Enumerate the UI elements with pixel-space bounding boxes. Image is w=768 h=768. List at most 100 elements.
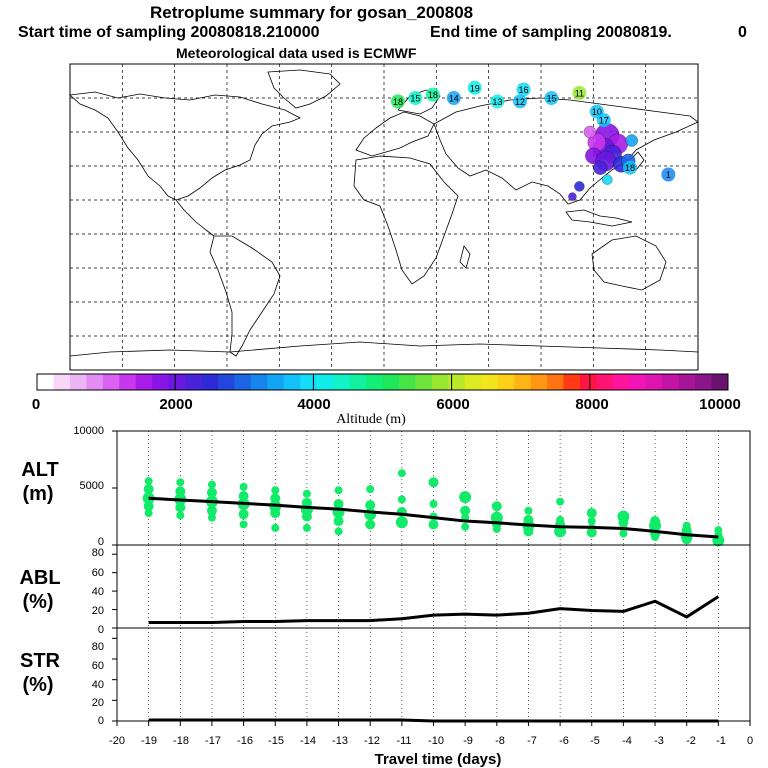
- x-tick: -7: [527, 735, 537, 747]
- x-tick: -2: [686, 735, 696, 747]
- colorbar-swatch: [464, 374, 482, 390]
- plume-day-label: 17: [599, 116, 609, 126]
- str-panel-label: STR: [20, 650, 61, 672]
- alt-percentile-point: [206, 505, 217, 516]
- colorbar-swatch: [547, 374, 564, 390]
- alt-y-ticks: 10000 5000 0: [73, 425, 104, 548]
- alt-percentile-point: [587, 517, 596, 526]
- alt-percentile-point: [429, 499, 438, 508]
- coast-australia: [591, 235, 667, 291]
- plume-day-marker: [596, 113, 611, 128]
- colorbar-tick-labels: 0 2000 4000 6000 8000 10000: [32, 396, 741, 413]
- alt-percentile-point: [333, 498, 344, 509]
- str-y-ticks: 80 60 40 20 0: [92, 641, 104, 727]
- colorbar-frame: [36, 373, 729, 391]
- coast-north-america: [69, 91, 301, 201]
- title-line-2-start: Start time of sampling 20080818.210000: [18, 24, 320, 41]
- colorbar-tick: 4000: [297, 396, 330, 413]
- colorbar-swatch: [579, 374, 597, 390]
- colorbar-swatch: [86, 374, 104, 390]
- colorbar-swatch: [349, 374, 367, 390]
- x-tick: -20: [109, 735, 125, 747]
- plume-day-marker: [513, 94, 528, 109]
- colorbar-swatch: [563, 374, 581, 390]
- title-line-3: Meteorological data used is ECMWF: [176, 45, 417, 61]
- alt-percentile-point: [175, 486, 186, 497]
- str-panel-frame: [116, 627, 751, 722]
- alt-percentile-point: [556, 497, 565, 506]
- coast-indonesia: [565, 209, 633, 227]
- title-line-2-end: End time of sampling 20080819.: [430, 24, 672, 41]
- plume-day-marker: [467, 80, 482, 95]
- plume-day-label: 18: [428, 90, 438, 100]
- abl-panel-label: ABL: [19, 567, 60, 589]
- x-tick: -14: [300, 735, 316, 747]
- x-tick: -15: [268, 735, 284, 747]
- plume-blob: [574, 181, 585, 192]
- alt-percentile-point: [586, 508, 597, 519]
- alt-percentile-point: [143, 484, 154, 495]
- str-y-tick: 40: [92, 679, 104, 691]
- x-axis-tick-labels: -20 -19 -18 -17 -16 -15 -14 -13 -12 -11 …: [109, 735, 753, 747]
- alt-percentile-point: [207, 513, 216, 522]
- alt-percentile-point: [301, 511, 312, 522]
- plume-day-marker: [490, 94, 505, 109]
- alt-percentile-point: [397, 495, 406, 504]
- colorbar-swatch: [448, 374, 466, 390]
- x-tick: -16: [237, 735, 253, 747]
- plume-day-label: 16: [519, 85, 529, 95]
- plume-day-marker: [544, 91, 559, 105]
- alt-percentile-point: [365, 519, 376, 530]
- alt-percentile-point: [176, 511, 185, 520]
- colorbar-swatch: [119, 374, 137, 390]
- alt-percentile-point: [271, 486, 280, 495]
- alt-y-tick: 0: [98, 536, 104, 548]
- alt-percentile-point: [176, 478, 185, 487]
- colorbar-tick: 10000: [699, 396, 741, 413]
- str-y-tick: 0: [98, 715, 104, 727]
- coast-europe: [355, 111, 435, 157]
- plume-blob: [625, 134, 638, 147]
- plume-day-label: 12: [515, 97, 525, 107]
- retroplume-cluster: [568, 123, 638, 201]
- colorbar-swatch: [234, 374, 252, 390]
- alt-percentile-point: [333, 516, 344, 527]
- colorbar-swatch: [185, 374, 203, 390]
- abl-y-tick: 60: [92, 567, 104, 579]
- alt-percentile-point: [207, 480, 216, 489]
- colorbar-swatch: [530, 374, 548, 390]
- colorbar-swatch: [37, 374, 54, 390]
- colorbar-swatch: [695, 374, 713, 390]
- plume-blob: [602, 174, 613, 185]
- colorbar-swatch: [102, 374, 120, 390]
- abl-series-line: [148, 595, 720, 624]
- colorbar-swatch: [481, 374, 499, 390]
- alt-percentile-point: [681, 534, 692, 545]
- plume-day-label: 14: [449, 94, 459, 104]
- alt-percentile-point: [144, 477, 153, 486]
- colorbar-swatch: [366, 374, 383, 390]
- plume-day-marker: [661, 167, 676, 182]
- colorbar-swatch: [398, 374, 416, 390]
- colorbar-tick: 6000: [436, 396, 469, 413]
- colorbar-tick: 2000: [159, 396, 192, 413]
- colorbar-swatch: [316, 374, 334, 390]
- altitude-colorbar: [36, 373, 729, 391]
- colorbar-swatch: [497, 374, 515, 390]
- alt-percentile-point: [239, 482, 248, 491]
- colorbar-swatch: [201, 374, 219, 390]
- alt-percentile-point: [523, 526, 534, 537]
- alt-percentile-point: [586, 527, 597, 538]
- colorbar-swatch: [629, 374, 647, 390]
- plume-day-marker: [446, 91, 461, 105]
- plume-day-label: 15: [546, 94, 556, 104]
- x-tick: -19: [141, 735, 157, 747]
- alt-percentile-point: [619, 529, 628, 538]
- abl-y-tick: 0: [98, 624, 104, 636]
- plume-day-marker: [425, 87, 440, 102]
- colorbar-swatch: [250, 374, 268, 390]
- alt-percentile-point: [395, 516, 408, 529]
- plume-day-label: 18: [393, 97, 403, 107]
- colorbar-tick: 0: [32, 396, 40, 413]
